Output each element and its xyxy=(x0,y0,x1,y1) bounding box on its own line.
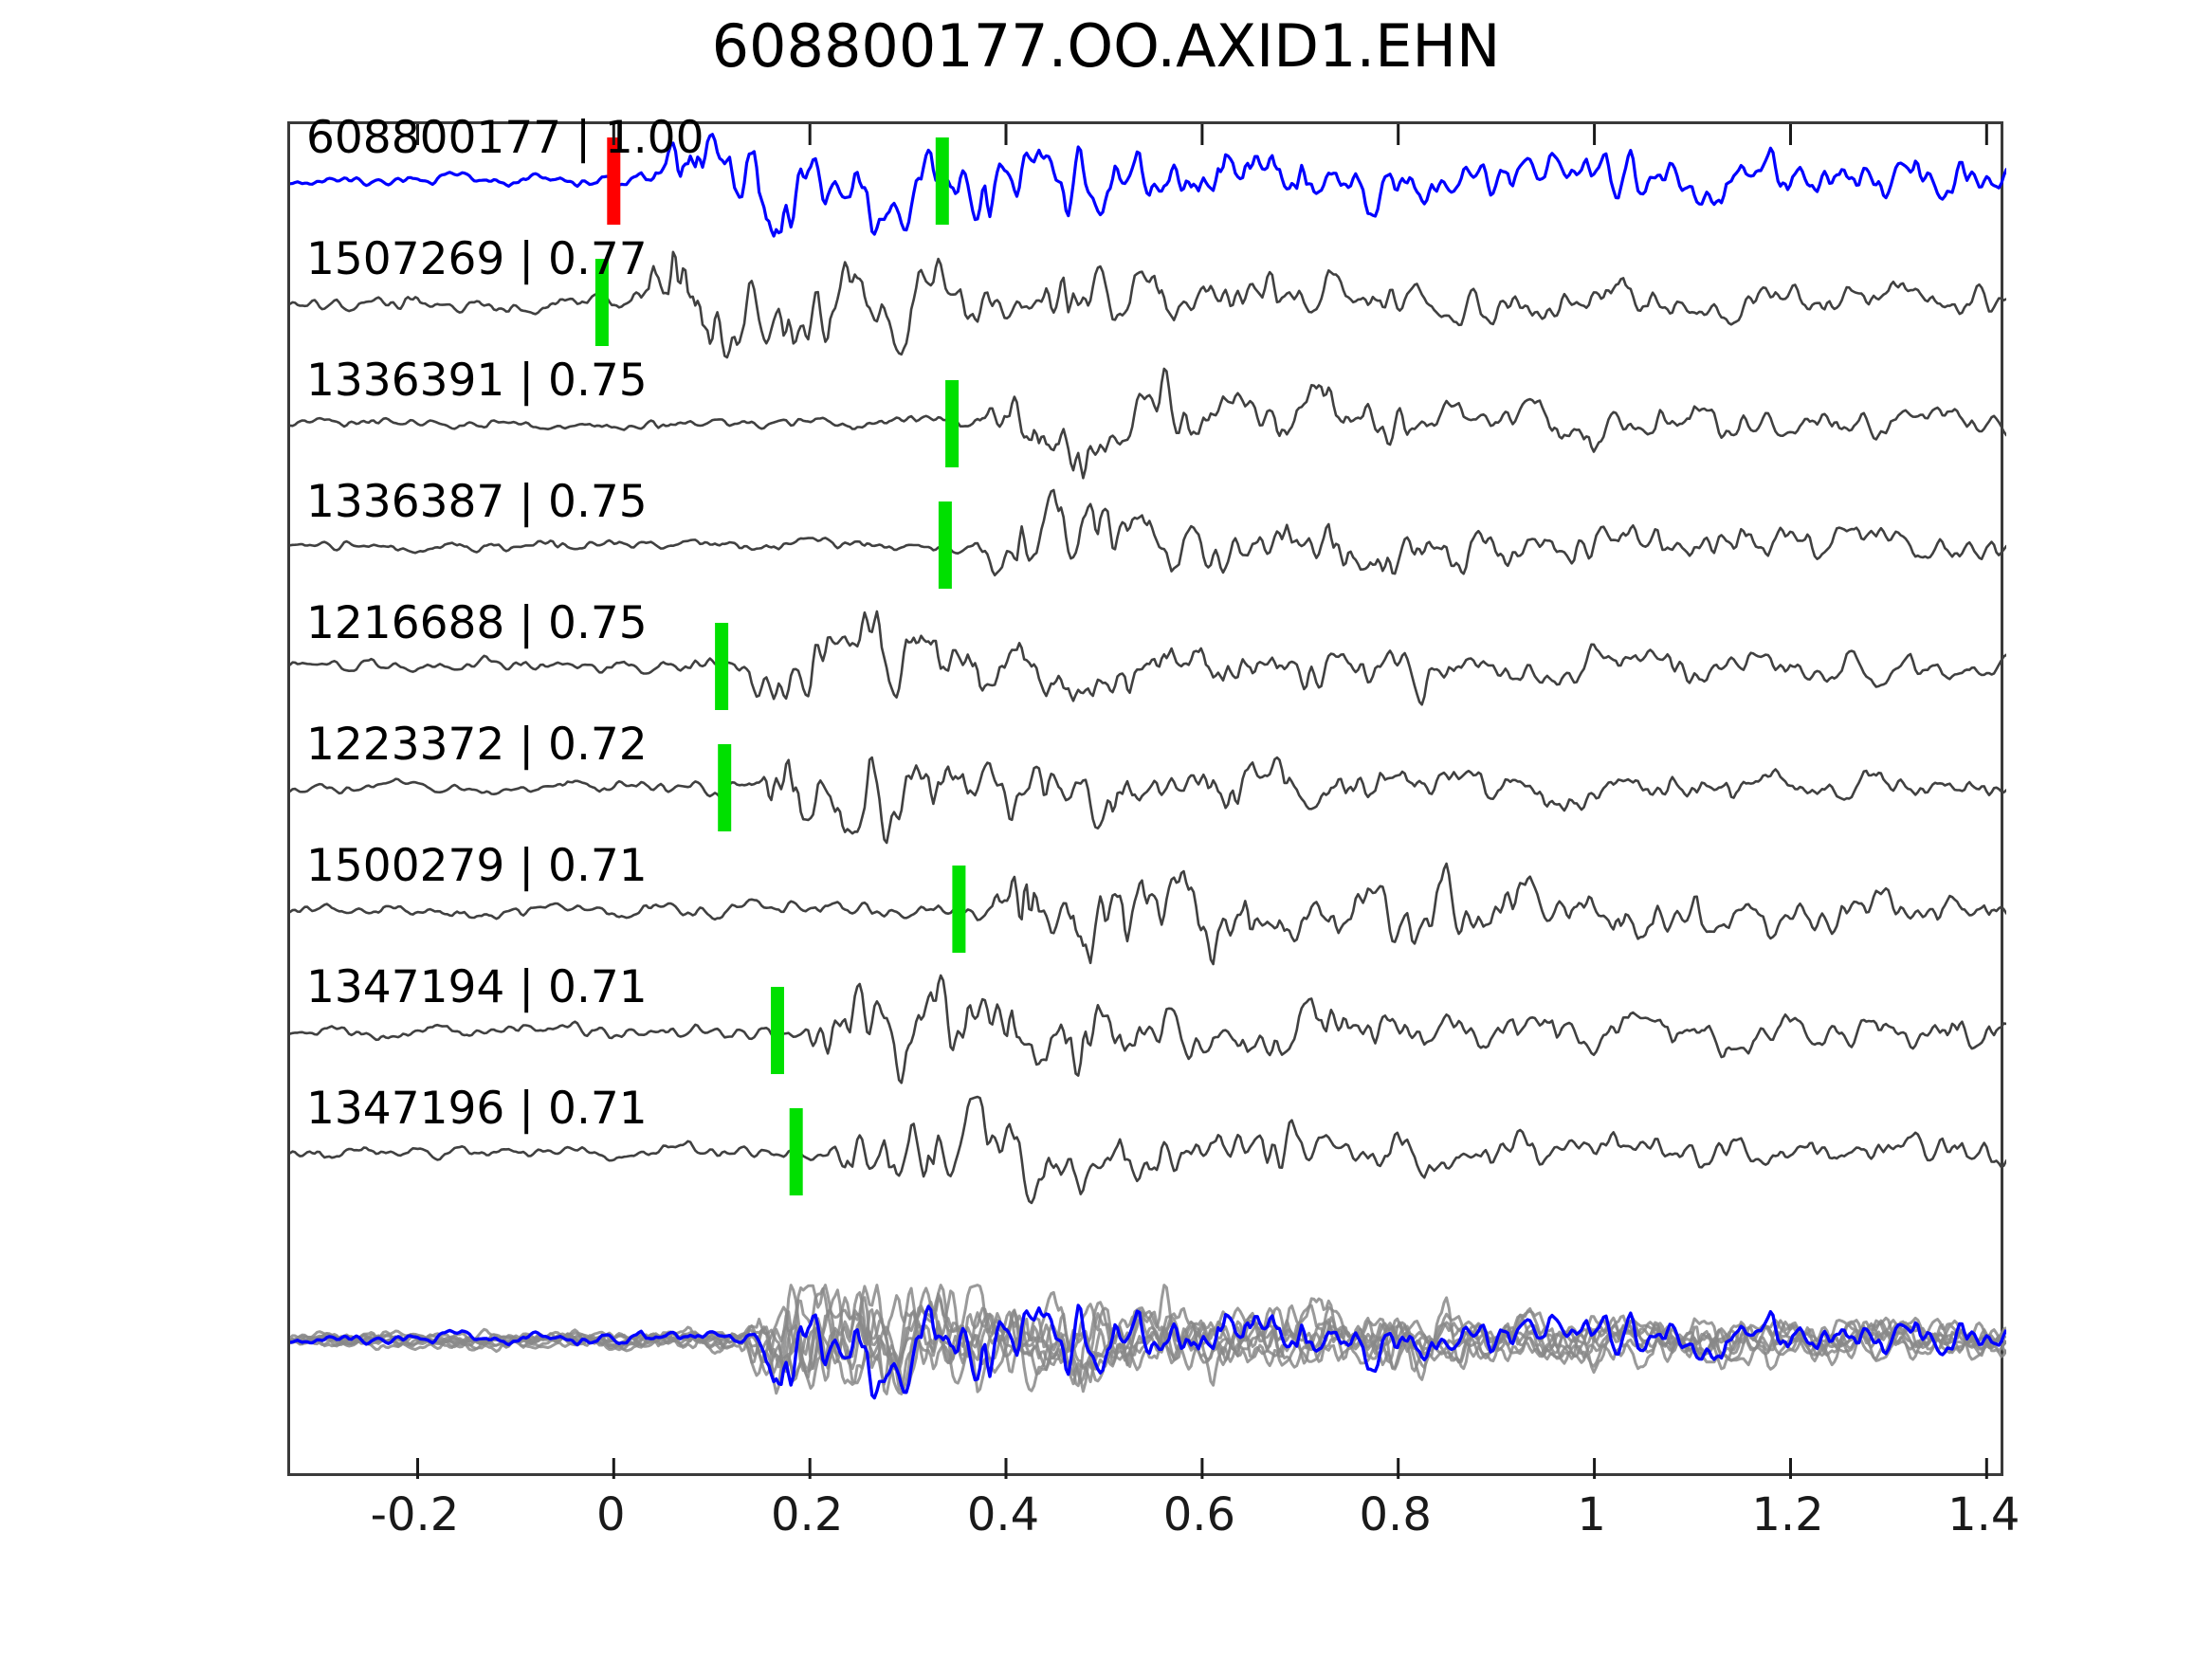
waveform-trace-1336391 xyxy=(290,367,2006,480)
template-pick-marker xyxy=(607,137,621,225)
x-tick-label-3: 0.4 xyxy=(966,1488,1040,1541)
overlay-stack-panel xyxy=(290,1284,2006,1400)
trace-line xyxy=(290,367,2006,480)
x-tick-label-2: 0.2 xyxy=(771,1488,844,1541)
detection-pick-marker xyxy=(952,866,966,953)
trace-line xyxy=(290,610,2006,706)
x-tick-label-6: 1 xyxy=(1577,1488,1606,1541)
trace-line xyxy=(290,488,2006,577)
waveform-trace-1216688 xyxy=(290,610,2006,710)
x-tick-label-1: 0 xyxy=(596,1488,626,1541)
trace-line xyxy=(290,862,2006,966)
trace-label-1336387: 1336387 | 0.75 xyxy=(306,476,648,528)
waveform-trace-608800177 xyxy=(290,133,2006,238)
trace-label-1347194: 1347194 | 0.71 xyxy=(306,961,648,1013)
x-axis-ticks xyxy=(416,1458,1988,1479)
trace-label-1347196: 1347196 | 0.71 xyxy=(306,1083,648,1135)
trace-line xyxy=(290,1095,2006,1205)
x-axis-tick-labels: -0.2 0 0.2 0.4 0.6 0.8 1 1.2 1.4 xyxy=(287,1488,2020,1574)
waveform-trace-1347194 xyxy=(290,974,2006,1085)
x-tick-label-5: 0.8 xyxy=(1359,1488,1432,1541)
trace-label-1336391: 1336391 | 0.75 xyxy=(306,355,648,407)
trace-label-608800177: 608800177 | 1.00 xyxy=(306,112,704,164)
trace-line xyxy=(290,250,2006,359)
stack-gray-trace xyxy=(290,1306,2006,1395)
stack-gray-trace xyxy=(290,1284,2006,1395)
detection-pick-marker xyxy=(789,1108,803,1195)
stack-template-trace xyxy=(290,1304,2006,1400)
trace-line xyxy=(290,974,2006,1085)
detection-pick-marker xyxy=(938,501,952,589)
detection-pick-marker xyxy=(594,259,609,346)
detection-pick-marker xyxy=(715,623,729,710)
plot-area xyxy=(287,121,2006,1479)
trace-label-1500279: 1500279 | 0.71 xyxy=(306,840,648,892)
trace-line xyxy=(290,756,2006,845)
detection-pick-marker xyxy=(771,987,784,1074)
waveform-trace-1223372 xyxy=(290,744,2006,845)
waveform-canvas xyxy=(290,124,2006,1479)
trace-label-1223372: 1223372 | 0.72 xyxy=(306,719,648,771)
trace-label-1507269: 1507269 | 0.77 xyxy=(306,233,648,285)
page-title: 608800177.OO.AXID1.EHN xyxy=(711,11,1501,81)
x-axis-ticks-top xyxy=(416,124,1988,145)
x-tick-label-7: 1.2 xyxy=(1751,1488,1824,1541)
x-tick-label-8: 1.4 xyxy=(1947,1488,2020,1541)
detection-pick-marker xyxy=(945,380,960,467)
waveform-trace-1347196 xyxy=(290,1095,2006,1205)
trace-label-1216688: 1216688 | 0.75 xyxy=(306,597,648,649)
detection-pick-marker xyxy=(935,137,949,225)
waveform-trace-1500279 xyxy=(290,862,2006,966)
waveform-trace-1507269 xyxy=(290,250,2006,359)
trace-line xyxy=(290,133,2006,238)
x-tick-label-0: -0.2 xyxy=(370,1488,460,1541)
x-tick-label-4: 0.6 xyxy=(1162,1488,1236,1541)
waveform-trace-1336387 xyxy=(290,488,2006,589)
detection-pick-marker xyxy=(718,744,732,831)
